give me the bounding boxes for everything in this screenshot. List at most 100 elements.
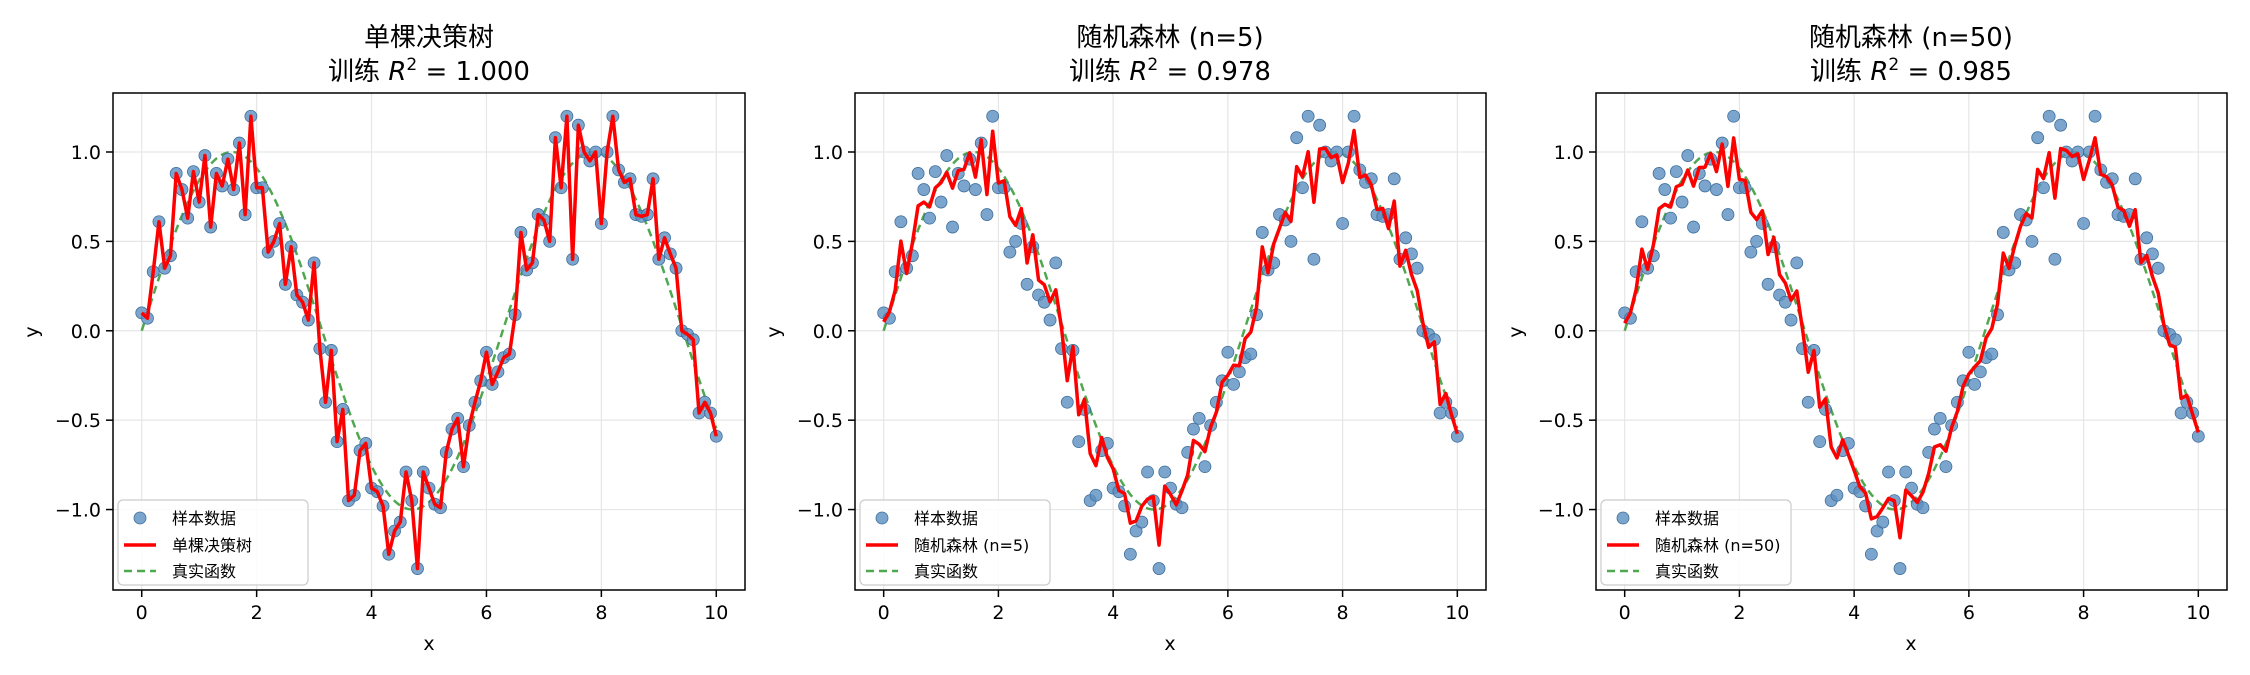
data-point bbox=[1347, 109, 1361, 123]
axes-frame bbox=[854, 92, 1487, 591]
legend-sample-marker bbox=[875, 511, 889, 525]
y-tick-label: −0.5 bbox=[55, 410, 101, 432]
data-point bbox=[928, 165, 942, 179]
data-point bbox=[1744, 245, 1758, 259]
data-point bbox=[1681, 149, 1695, 162]
data-point bbox=[1192, 411, 1206, 425]
data-point bbox=[2128, 172, 2142, 186]
x-tick-label: 8 bbox=[1337, 602, 1349, 624]
data-point bbox=[1882, 465, 1895, 479]
title-r2-symbol: R bbox=[1129, 57, 1147, 87]
series-line-prediction bbox=[882, 128, 1459, 547]
title-train-label: 训练 bbox=[1810, 57, 1862, 87]
y-tick-label: 0.0 bbox=[71, 321, 101, 343]
data-point bbox=[1307, 252, 1321, 266]
legend-box bbox=[1600, 499, 1792, 586]
data-point bbox=[1129, 524, 1143, 538]
x-axis-label: x bbox=[423, 633, 434, 655]
data-point bbox=[1721, 208, 1735, 221]
data-point bbox=[1899, 465, 1913, 479]
data-point bbox=[1962, 345, 1976, 359]
legend-label-samples: 样本数据 bbox=[1655, 509, 1719, 528]
title-train-label: 训练 bbox=[1069, 57, 1121, 87]
data-point bbox=[1336, 217, 1349, 230]
chart-panel-single-tree: 单棵决策树 训练 R2 = 1.000 x y 0 2 4 6 8 10−1.0−0.50… bbox=[21, 23, 746, 655]
data-point bbox=[946, 220, 959, 234]
x-axis-label: x bbox=[1164, 633, 1175, 655]
data-point bbox=[1072, 435, 1086, 449]
chart-subtitle: 训练 R2 = 0.978 bbox=[1069, 55, 1271, 87]
data-point bbox=[1710, 183, 1723, 196]
data-point bbox=[934, 195, 948, 209]
legend-label-true: 真实函数 bbox=[172, 562, 236, 581]
legend: 样本数据 随机森林 (n=5) 真实函数 bbox=[859, 499, 1051, 586]
data-point bbox=[1043, 313, 1057, 327]
y-axis-label: y bbox=[763, 326, 785, 337]
data-point bbox=[1152, 562, 1166, 575]
legend-label-samples: 样本数据 bbox=[914, 509, 978, 528]
x-tick-label: 8 bbox=[595, 602, 607, 624]
axes-frame bbox=[112, 92, 746, 591]
x-tick-label: 6 bbox=[1963, 602, 1975, 624]
data-point bbox=[940, 149, 954, 162]
y-tick-label: 1.0 bbox=[813, 142, 843, 164]
chart-panel-forest-50: 随机森林 (n=50) 训练 R2 = 0.985 x y 0 2 4 6 8 10−1.… bbox=[1505, 23, 2228, 655]
x-tick-label: 2 bbox=[251, 602, 263, 624]
legend-sample-marker bbox=[133, 511, 147, 525]
chart-panel-forest-5: 随机森林 (n=5) 训练 R2 = 0.978 x y 0 2 4 6 8 10−1.0… bbox=[763, 23, 1487, 655]
legend-label-prediction: 单棵决策树 bbox=[172, 536, 252, 555]
data-point bbox=[1761, 277, 1775, 291]
data-point bbox=[2140, 231, 2154, 245]
plot-area: 0 2 4 6 8 10 −1.0 −0.5 0.0 0.5 1.0 bbox=[797, 92, 1487, 624]
legend-sample-marker bbox=[1616, 511, 1630, 525]
data-point bbox=[1813, 435, 1827, 449]
chart-title: 单棵决策树 bbox=[364, 23, 494, 53]
data-point bbox=[917, 183, 931, 196]
data-point bbox=[1198, 460, 1212, 474]
data-point bbox=[1313, 118, 1327, 132]
data-point bbox=[1687, 220, 1700, 234]
chart-subtitle: 训练 R2 = 0.985 bbox=[1810, 55, 2012, 87]
data-point bbox=[1255, 226, 1269, 239]
data-point bbox=[1158, 465, 1172, 479]
data-point bbox=[1985, 347, 1999, 361]
data-point bbox=[1801, 395, 1815, 409]
x-tick-label: 10 bbox=[2186, 602, 2210, 624]
title-r2-symbol: R bbox=[388, 57, 406, 87]
data-point bbox=[1933, 411, 1947, 425]
x-tick-label: 2 bbox=[1733, 602, 1745, 624]
data-point bbox=[2031, 131, 2045, 145]
y-tick-label: −1.0 bbox=[55, 500, 101, 522]
data-point bbox=[1009, 234, 1023, 248]
data-point bbox=[1232, 365, 1246, 379]
y-tick-label: −0.5 bbox=[1538, 410, 1584, 432]
data-point bbox=[1698, 179, 1712, 193]
data-point bbox=[1410, 261, 1424, 275]
data-point bbox=[1290, 131, 1304, 145]
data-point bbox=[1669, 165, 1683, 179]
chart-title: 随机森林 (n=50) bbox=[1809, 23, 2013, 53]
legend-label-samples: 样本数据 bbox=[172, 509, 236, 528]
data-point bbox=[986, 109, 1000, 123]
data-point bbox=[2151, 261, 2165, 275]
data-point bbox=[1284, 234, 1298, 248]
data-point bbox=[2077, 217, 2090, 230]
data-point bbox=[1893, 562, 1907, 575]
data-point bbox=[1227, 378, 1240, 391]
data-point bbox=[1244, 347, 1258, 361]
x-tick-label: 2 bbox=[992, 602, 1004, 624]
legend: 样本数据 随机森林 (n=50) 真实函数 bbox=[1600, 499, 1792, 586]
data-point bbox=[1020, 277, 1034, 291]
y-tick-label: −1.0 bbox=[797, 500, 843, 522]
title-r2-symbol: R bbox=[1870, 57, 1888, 87]
legend-box bbox=[117, 499, 309, 586]
y-tick-label: 1.0 bbox=[1554, 142, 1584, 164]
data-point bbox=[911, 167, 925, 180]
title-r2-value: = 0.978 bbox=[1158, 57, 1271, 87]
x-tick-label: 8 bbox=[2078, 602, 2090, 624]
data-point bbox=[1973, 365, 1987, 379]
data-point bbox=[1175, 501, 1189, 515]
data-point bbox=[2037, 181, 2050, 195]
